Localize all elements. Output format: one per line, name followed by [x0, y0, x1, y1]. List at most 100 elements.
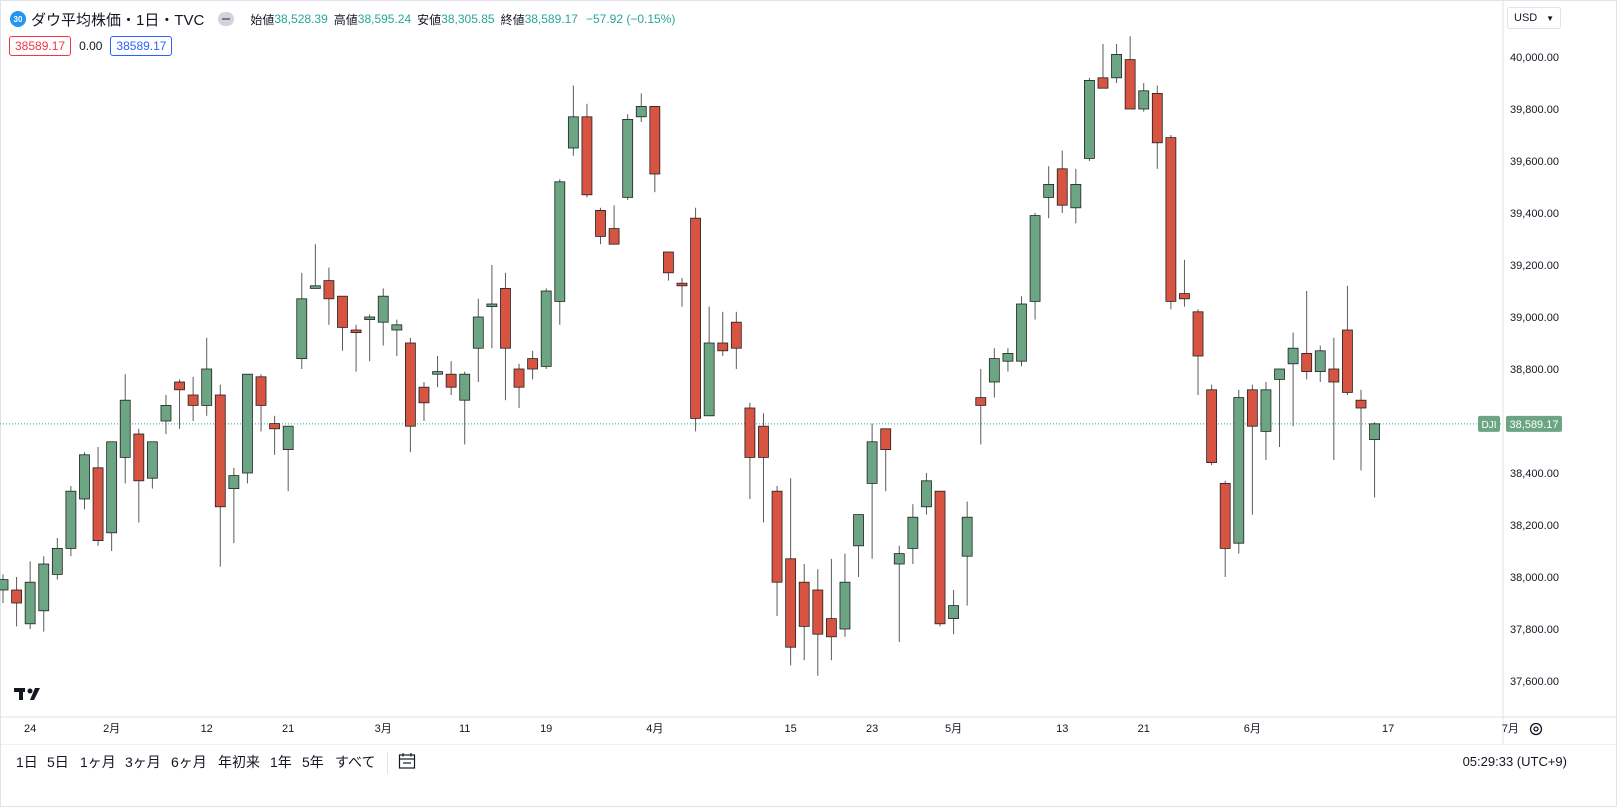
candle [79, 452, 90, 510]
candle [51, 538, 63, 580]
candle-body [432, 371, 443, 375]
open-value: 38,528.39 [274, 12, 328, 26]
candle [1219, 480, 1231, 577]
candle [554, 179, 566, 325]
candle [934, 490, 946, 627]
price-ticks: 40,000.00 39,800.00 39,600.00 39,400.00 39,2… [1510, 52, 1559, 688]
candle [540, 288, 552, 369]
candle-body [567, 116, 579, 149]
candle [323, 267, 335, 325]
settings-gear-icon[interactable] [1528, 721, 1544, 737]
candle-body [1314, 350, 1326, 372]
candle [228, 467, 240, 544]
range-button-5d[interactable]: 5日 [47, 754, 69, 770]
range-button-6m[interactable]: 6ヶ月 [171, 754, 207, 770]
price-tick-label: 38,400.00 [1510, 468, 1559, 480]
candle [567, 85, 579, 156]
currency-select[interactable]: USD ▼ [1507, 7, 1561, 29]
candle-body [921, 480, 932, 508]
candle [282, 425, 294, 492]
candle [472, 298, 484, 382]
candle [853, 514, 864, 577]
range-button-1y[interactable]: 1年 [270, 754, 292, 770]
range-button-ytd[interactable]: 年初来 [218, 754, 260, 770]
range-button-all[interactable]: すべて [335, 754, 376, 770]
range-button-1d[interactable]: 1日 [16, 754, 38, 770]
candle [391, 319, 403, 356]
candle-body [635, 106, 647, 118]
range-button-1m[interactable]: 1ヶ月 [80, 754, 116, 770]
candle-body [160, 404, 172, 422]
candle [1233, 389, 1245, 554]
symbol-title[interactable]: ダウ平均株価・1日・TVC [31, 11, 205, 29]
range-button-5y[interactable]: 5年 [302, 754, 324, 770]
candle-body [242, 373, 253, 474]
candle-body [1328, 368, 1340, 383]
candle-body [1219, 482, 1231, 549]
candle-body [296, 298, 308, 359]
candle-body [486, 303, 498, 307]
time-tick-label: 15 [785, 723, 797, 735]
timezone-clock[interactable]: 05:29:33 (UTC+9) [1462, 754, 1567, 769]
candle-body [1274, 368, 1285, 380]
candle-body [880, 428, 892, 450]
candle [1260, 382, 1272, 460]
candle [649, 106, 661, 193]
candle-body [309, 285, 321, 289]
candle [364, 314, 376, 362]
candle [1301, 291, 1313, 380]
calendar-icon[interactable] [398, 752, 416, 770]
candle [1029, 213, 1041, 320]
candle [839, 553, 851, 637]
candle-body [961, 516, 973, 557]
low-label: 安値 [417, 12, 442, 27]
candle-body [377, 295, 389, 323]
candle-body [255, 376, 267, 406]
range-button-3m[interactable]: 3ヶ月 [125, 754, 161, 770]
tradingview-logo[interactable] [14, 686, 44, 707]
candle-body [337, 295, 348, 328]
candle-body [771, 490, 783, 583]
candle [921, 473, 932, 515]
candle [1192, 309, 1204, 395]
candle-body [785, 558, 797, 648]
candle-body [146, 441, 158, 479]
candle-body [1056, 168, 1068, 206]
candle [106, 441, 118, 551]
candle [1314, 345, 1326, 382]
hide-legend-icon[interactable] [218, 12, 235, 26]
time-tick-label: 2月 [103, 723, 120, 735]
candle [635, 93, 647, 122]
candle-body [595, 209, 606, 237]
candle [1124, 36, 1136, 110]
change-value: −57.92 (−0.15%) [585, 12, 676, 26]
candle [581, 103, 593, 198]
time-tick-label: 5月 [945, 723, 962, 735]
candle-body [1179, 293, 1190, 300]
candle-body [703, 342, 715, 417]
candle-body [866, 441, 878, 484]
candle [825, 558, 837, 661]
candle-body [269, 423, 281, 430]
candle [309, 244, 321, 289]
candle-body [853, 514, 864, 547]
candlestick-chart[interactable]: 40,000.00 39,800.00 39,600.00 39,400.00 39,2… [0, 0, 1617, 745]
time-axis[interactable] [0, 716, 1617, 745]
candle [988, 348, 1000, 398]
indicator-value-mid: 0.00 [79, 39, 103, 53]
candle [11, 577, 22, 627]
candle-body [187, 394, 199, 406]
candle [1287, 332, 1299, 427]
high-label: 高値 [333, 12, 358, 27]
symbol-legend: 30 ダウ平均株価・1日・TVC 始値 38,528.39 高値 38,595.… [10, 9, 675, 29]
candle-body [1165, 137, 1177, 302]
candle [1246, 384, 1258, 515]
candle [1084, 77, 1095, 161]
candle-body [527, 358, 539, 370]
candle-body [133, 433, 145, 482]
candle [1016, 296, 1027, 367]
candle-body [649, 106, 661, 175]
price-tick-label: 38,000.00 [1510, 572, 1559, 584]
candle-body [459, 373, 471, 401]
candle-body [744, 407, 756, 458]
